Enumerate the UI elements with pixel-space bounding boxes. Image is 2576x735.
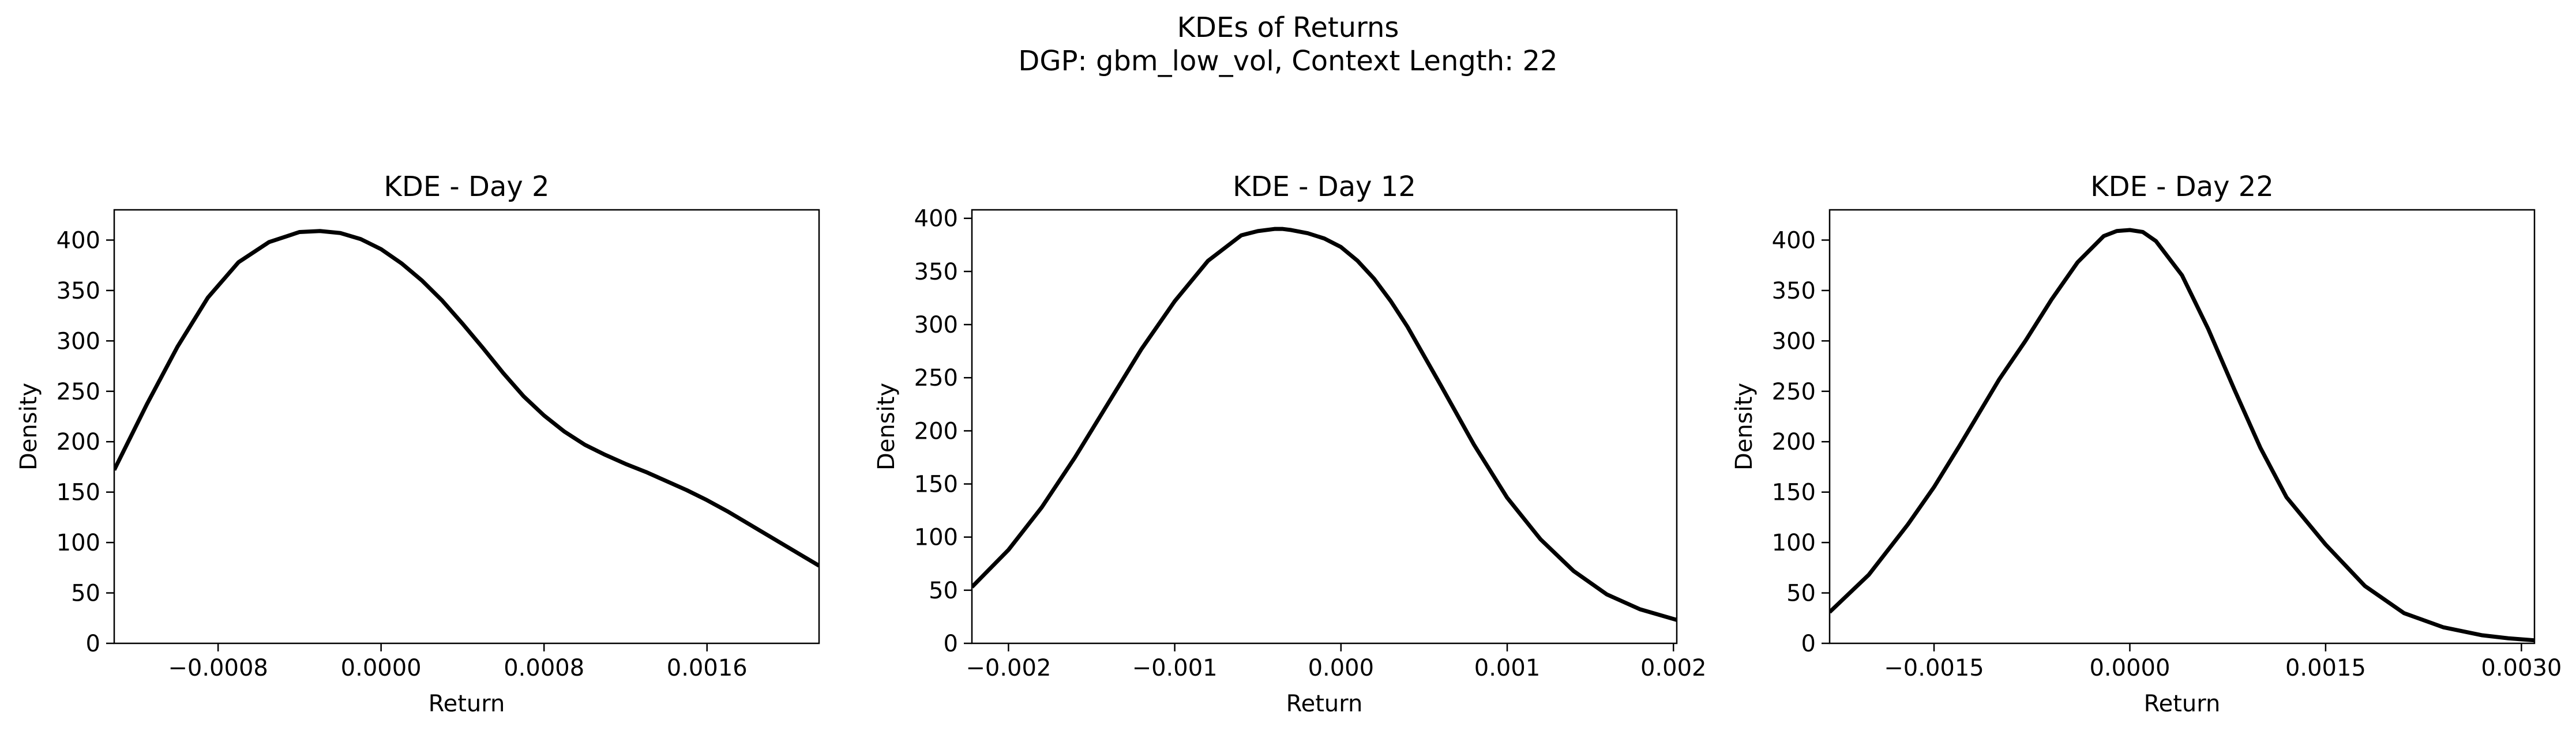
subplot-2-xtick-label: 0.000 bbox=[1308, 655, 1375, 681]
subplot-2-ytick-label: 50 bbox=[929, 578, 958, 604]
subplot-2: −0.002 −0.001 0.000 0.001 0.002 0 50 100 150 200 2… bbox=[873, 171, 1706, 717]
subplot-2-xtick-label: −0.001 bbox=[1132, 655, 1218, 681]
subplot-1-ytick-label: 200 bbox=[57, 429, 100, 455]
subplot-2-kde-line bbox=[972, 227, 1677, 622]
subplot-1-xlabel: Return bbox=[429, 691, 505, 717]
subplot-1-ylabel: Density bbox=[16, 383, 42, 470]
subplot-2-xlabel: Return bbox=[1286, 691, 1363, 717]
subplot-1-xtick-label: 0.0000 bbox=[341, 655, 422, 681]
subplot-3-ytick-label: 0 bbox=[1801, 631, 1816, 657]
subplot-2-ytick-label: 350 bbox=[914, 259, 958, 285]
subplot-3: −0.0015 0.0000 0.0015 0.0030 0 50 100 150 200 250… bbox=[1731, 171, 2562, 717]
subplot-3-ytick-label: 100 bbox=[1772, 530, 1816, 556]
subplot-1-ytick-label: 350 bbox=[57, 278, 100, 304]
subplot-2-ytick-label: 200 bbox=[914, 418, 958, 444]
subplot-3-ylabel: Density bbox=[1731, 383, 1758, 470]
subplot-3-xtick-label: 0.0000 bbox=[2089, 655, 2170, 681]
subplot-1-ytick-label: 300 bbox=[57, 328, 100, 355]
subplot-1-ytick-label: 250 bbox=[57, 379, 100, 405]
subplot-3-ytick-label: 400 bbox=[1772, 227, 1816, 254]
subplot-2-ytick-label: 400 bbox=[914, 206, 958, 232]
subplot-1-ytick-label: 50 bbox=[71, 581, 100, 607]
subplot-3-xtick-label: 0.0030 bbox=[2481, 655, 2562, 681]
subplot-3-ytick-label: 200 bbox=[1772, 429, 1816, 455]
subplot-1-xtick-label: 0.0016 bbox=[667, 655, 748, 681]
axes-layer: −0.0008 0.0000 0.0008 0.0016050100150200250… bbox=[16, 171, 2562, 717]
subplot-3-ytick-label: 50 bbox=[1786, 581, 1816, 607]
subplot-3-xtick-label: −0.0015 bbox=[1884, 655, 1984, 681]
subplot-3-xtick-label: 0.0015 bbox=[2285, 655, 2366, 681]
subplot-2-ytick-label: 100 bbox=[914, 525, 958, 551]
subplot-3-ytick-label: 150 bbox=[1772, 480, 1816, 506]
subplot-2-xtick-label: −0.002 bbox=[966, 655, 1051, 681]
subplot-3-kde-line bbox=[1830, 228, 2534, 643]
subplot-1-ytick-label: 400 bbox=[57, 227, 100, 254]
subplot-3-ytick-label: 300 bbox=[1772, 328, 1816, 355]
subplot-2-ytick-label: 0 bbox=[944, 631, 958, 657]
figure-title-line1: KDEs of Returns bbox=[1177, 12, 1399, 44]
subplot-1-xtick-label: 0.0008 bbox=[504, 655, 584, 681]
subplot-2-title: KDE - Day 12 bbox=[1233, 171, 1416, 203]
subplot-1-title: KDE - Day 2 bbox=[384, 171, 549, 203]
subplot-3-ytick-label: 250 bbox=[1772, 379, 1816, 405]
subplot-2-axes-frame bbox=[971, 209, 1678, 644]
subplot-1: −0.0008 0.0000 0.0008 0.0016 0 50 100 150 200 250… bbox=[16, 171, 820, 717]
subplot-1-ytick-label: 150 bbox=[57, 480, 100, 506]
subplot-2-ytick-label: 150 bbox=[914, 472, 958, 498]
subplot-2-xtick-label: 0.002 bbox=[1640, 655, 1707, 681]
subplot-2-ylabel: Density bbox=[873, 383, 900, 470]
subplot-2-xtick-label: 0.001 bbox=[1474, 655, 1541, 681]
subplot-1-kde-line bbox=[114, 229, 819, 568]
subplot-2-ytick-label: 300 bbox=[914, 312, 958, 338]
subplot-1-axes-frame bbox=[113, 209, 820, 644]
subplot-1-ytick-label: 100 bbox=[57, 530, 100, 556]
figure-title-line2: DGP: gbm_low_vol, Context Length: 22 bbox=[1018, 45, 1557, 77]
subplot-3-title: KDE - Day 22 bbox=[2090, 171, 2274, 203]
subplot-3-xlabel: Return bbox=[2144, 691, 2221, 717]
subplot-2-ytick-label: 250 bbox=[914, 365, 958, 391]
subplot-3-ytick-label: 350 bbox=[1772, 278, 1816, 304]
subplot-1-xtick-label: −0.0008 bbox=[168, 655, 268, 681]
subplot-3-axes-frame bbox=[1828, 209, 2536, 644]
subplot-1-ytick-label: 0 bbox=[86, 631, 100, 657]
